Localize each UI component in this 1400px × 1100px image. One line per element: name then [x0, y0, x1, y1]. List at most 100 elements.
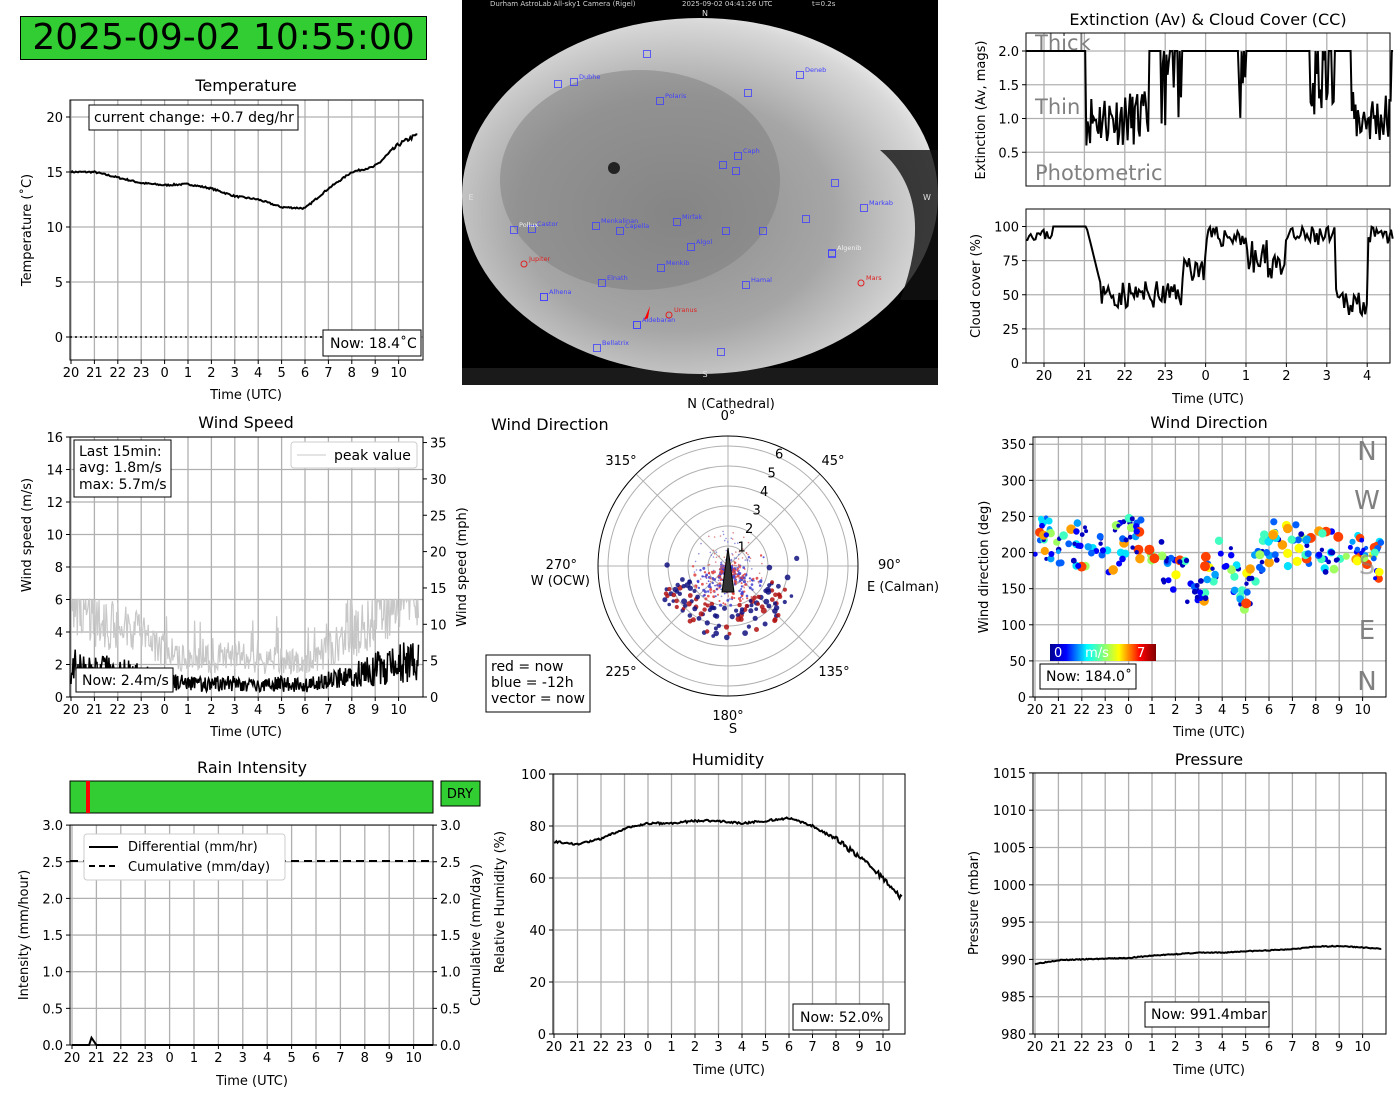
wind-speed-ytick-label: 10 — [46, 529, 63, 544]
humidity-xtick-label: 20 — [546, 1040, 563, 1055]
rain-xtick-label: 4 — [263, 1051, 271, 1066]
wind-polar-point — [719, 535, 722, 537]
wind-dir-point — [1198, 578, 1204, 584]
wind-polar-point — [708, 535, 710, 538]
wind-dir-point — [1304, 550, 1312, 558]
wind-dir-xtick-label: 6 — [1265, 703, 1273, 718]
wind-dir-xtick-label: 3 — [1195, 703, 1203, 718]
wind-dir-point — [1294, 536, 1302, 544]
wind-polar-point — [744, 583, 746, 586]
temperature-xtick-label: 4 — [254, 366, 262, 381]
wind-polar-point — [687, 593, 693, 598]
wind-polar-point — [680, 577, 685, 582]
rain-cumulative-ytick-label: 1.5 — [440, 929, 461, 944]
cloud-xtick-label: 2 — [1282, 369, 1290, 384]
wind-dir-xtick-label: 9 — [1335, 703, 1343, 718]
wind-dir-point — [1134, 550, 1139, 555]
wind-polar-point — [732, 592, 735, 596]
wind-dir-point — [1191, 588, 1198, 595]
extinction-ytick-label: 1.5 — [998, 79, 1019, 94]
wind-dir-point — [1088, 549, 1095, 557]
wind-polar-point — [718, 555, 720, 557]
temperature-xtick-label: 0 — [160, 366, 168, 381]
extinction-title: Extinction (Av) & Cloud Cover (CC) — [1069, 10, 1346, 29]
wind-polar-point — [714, 595, 717, 598]
rain-event-marker — [86, 781, 90, 813]
wind-polar-point — [752, 577, 755, 581]
wind-dir-colorbar-min: 0 — [1054, 646, 1062, 661]
temperature-title: Temperature — [194, 76, 296, 95]
wind-polar-point — [738, 579, 742, 583]
rain-xtick-label: 7 — [336, 1051, 344, 1066]
wind-polar-point — [713, 630, 719, 637]
wind-polar-point — [738, 577, 741, 580]
wind-dir-point — [1298, 531, 1305, 537]
wind-dir-xtick-label: 23 — [1097, 703, 1114, 718]
extinction-ytick-label: 1.0 — [998, 113, 1019, 128]
wind-polar-point — [704, 575, 707, 578]
wind-polar-point — [718, 600, 721, 602]
humidity-xtick-label: 8 — [832, 1040, 840, 1055]
wind-polar-ring-label: 4 — [760, 485, 768, 500]
pressure-series-line — [1034, 944, 1382, 966]
sky-star-marker-markab — [860, 204, 868, 212]
wind-dir-point — [1133, 528, 1140, 535]
wind-polar-point — [749, 557, 752, 560]
wind-dir-point — [1342, 552, 1350, 560]
cloud-xtick-label: 20 — [1036, 369, 1053, 384]
wind-polar-point — [754, 627, 759, 632]
pressure-xtick-label: 22 — [1074, 1040, 1091, 1055]
allsky-camera-image: Durham AstroLab All-sky1 Camera (Rigel) … — [462, 0, 938, 385]
wind-polar-point — [737, 581, 739, 583]
wind-polar-point — [738, 569, 741, 572]
wind-dir-point — [1249, 575, 1255, 581]
wind-speed-mph-ytick-label: 5 — [430, 655, 438, 670]
wind-speed-legend-label: peak value — [334, 448, 411, 464]
wind-polar-point — [760, 577, 763, 579]
wind-speed-mph-ytick-label: 0 — [430, 691, 438, 706]
wind-dir-point — [1255, 550, 1265, 560]
extinction-chart: Extinction (Av) & Cloud Cover (CC) Thick… — [974, 10, 1394, 187]
wind-dir-point — [1230, 572, 1239, 581]
wind-polar-point — [759, 554, 763, 557]
wind-dir-point — [1149, 553, 1160, 564]
wind-dir-point — [1044, 556, 1049, 561]
wind-polar-point — [772, 601, 778, 606]
wind-speed-xtick-label: 3 — [231, 703, 239, 718]
wind-polar-ring-label: 6 — [775, 448, 783, 463]
wind-polar-point — [731, 571, 734, 574]
wind-speed-xtick-label: 2 — [207, 703, 215, 718]
wind-dir-point — [1183, 557, 1190, 564]
wind-dir-ytick-label: 350 — [1001, 438, 1026, 453]
wind-dir-point — [1217, 550, 1224, 557]
wind-polar-point — [753, 579, 755, 582]
wind-speed-xtick-label: 0 — [160, 703, 168, 718]
wind-dir-point — [1200, 588, 1210, 597]
wind-dir-point — [1277, 540, 1288, 550]
pressure-title: Pressure — [1175, 750, 1243, 769]
wind-polar-point — [714, 561, 717, 563]
wind-polar-point — [744, 579, 746, 581]
wind-polar-point — [708, 563, 711, 566]
wind-dir-point — [1073, 519, 1082, 527]
rain-ytick-label: 1.5 — [42, 929, 63, 944]
wind-polar-point — [734, 608, 739, 613]
wind-dir-point — [1043, 532, 1050, 538]
wind-polar-point — [715, 551, 718, 553]
wind-polar-point — [763, 588, 768, 593]
wind-dir-xlabel: Time (UTC) — [1172, 725, 1245, 740]
wind-polar-point — [712, 595, 716, 599]
wind-polar-point — [737, 565, 740, 568]
wind-speed-mph-ytick-label: 25 — [430, 509, 447, 524]
wind-dir-point — [1059, 531, 1068, 540]
humidity-xtick-label: 2 — [691, 1040, 699, 1055]
wind-polar-outer-ring — [597, 435, 859, 697]
humidity-ytick-label: 60 — [529, 872, 546, 887]
wind-polar-point — [720, 561, 722, 564]
wind-polar-point — [739, 566, 741, 569]
wind-dir-ylabel: Wind direction (deg) — [977, 501, 992, 634]
wind-polar-point — [724, 634, 730, 641]
wind-polar-ring-label: 3 — [752, 503, 760, 518]
wind-dir-point — [1165, 577, 1172, 584]
wind-polar-point — [732, 532, 734, 534]
